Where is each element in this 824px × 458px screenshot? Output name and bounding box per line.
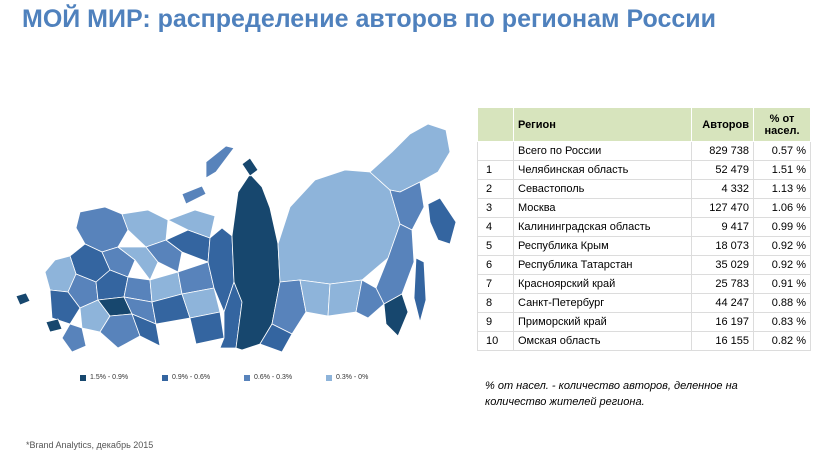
legend-label: 1.5% - 0.9% xyxy=(90,374,129,381)
map-region xyxy=(369,123,451,193)
header-authors: Авторов xyxy=(691,107,754,142)
map-region xyxy=(117,246,159,281)
legend-item: 1.5% - 0.9% xyxy=(80,374,128,381)
cell-rank: 5 xyxy=(477,236,514,256)
cell-rank: 4 xyxy=(477,217,514,237)
legend-item: 0.3% - 0% xyxy=(326,374,368,381)
cell-rank: 1 xyxy=(477,160,514,180)
legend-swatch xyxy=(162,374,168,381)
russia-region-map xyxy=(15,123,457,353)
legend-swatch xyxy=(326,374,332,381)
cell-region: Республика Татарстан xyxy=(513,255,692,275)
cell-authors: 52 479 xyxy=(691,160,754,180)
cell-pct: 0.88 % xyxy=(753,293,811,313)
legend-swatch xyxy=(244,374,250,381)
cell-pct: 0.92 % xyxy=(753,236,811,256)
cell-rank: 9 xyxy=(477,312,514,332)
cell-authors: 25 783 xyxy=(691,274,754,294)
cell-region: Республика Крым xyxy=(513,236,692,256)
cell-region: Калининградская область xyxy=(513,217,692,237)
table-row: 6 Республика Татарстан 35 029 0.92 % xyxy=(477,255,811,275)
cell-region: Москва xyxy=(513,198,692,218)
table-row: 9 Приморский край 16 197 0.83 % xyxy=(477,312,811,332)
map-region xyxy=(45,318,63,333)
cell-authors: 4 332 xyxy=(691,179,754,199)
map-region xyxy=(413,257,427,323)
map-region xyxy=(277,169,401,285)
header-pct: % от насел. xyxy=(753,107,811,142)
cell-authors: 44 247 xyxy=(691,293,754,313)
cell-rank: 7 xyxy=(477,274,514,294)
cell-rank: 3 xyxy=(477,198,514,218)
cell-region: Красноярский край xyxy=(513,274,692,294)
footnote-definition: % от насел. - количество авторов, деленн… xyxy=(485,380,738,408)
map-region xyxy=(189,311,225,345)
cell-rank: 8 xyxy=(477,293,514,313)
legend-item: 0.6% - 0.3% xyxy=(244,374,292,381)
map-region xyxy=(241,157,259,177)
cell-rank: 10 xyxy=(477,331,514,351)
table-row-total: Всего по России 829 738 0.57 % xyxy=(477,141,811,161)
table-row: 1 Челябинская область 52 479 1.51 % xyxy=(477,160,811,180)
header-rank xyxy=(477,107,514,142)
map-region xyxy=(181,185,207,205)
cell-pct: 1.06 % xyxy=(753,198,811,218)
source-note: *Brand Analytics, декабрь 2015 xyxy=(26,440,154,450)
cell-region: Омская область xyxy=(513,331,692,351)
table-row: 8 Санкт-Петербург 44 247 0.88 % xyxy=(477,293,811,313)
map-region xyxy=(61,323,87,353)
cell-authors: 16 197 xyxy=(691,312,754,332)
legend-label: 0.9% - 0.6% xyxy=(172,374,211,381)
cell-pct: 1.13 % xyxy=(753,179,811,199)
cell-pct: 0.83 % xyxy=(753,312,811,332)
page-title: МОЙ МИР: распределение авторов по регион… xyxy=(22,5,717,33)
cell-region: Севастополь xyxy=(513,179,692,199)
legend-item: 0.9% - 0.6% xyxy=(162,374,210,381)
table-row: 4 Калининградская область 9 417 0.99 % xyxy=(477,217,811,237)
map-region xyxy=(259,323,293,353)
cell-pct: 0.82 % xyxy=(753,331,811,351)
header-region: Регион xyxy=(513,107,692,142)
cell-pct: 0.57 % xyxy=(753,141,811,161)
map-region xyxy=(101,246,136,278)
map-region xyxy=(131,313,161,347)
map-region xyxy=(145,239,183,273)
cell-rank xyxy=(477,141,514,161)
table-row: 2 Севастополь 4 332 1.13 % xyxy=(477,179,811,199)
map-region xyxy=(383,293,409,337)
map-region xyxy=(15,292,31,306)
cell-authors: 16 155 xyxy=(691,331,754,351)
map-region xyxy=(167,209,216,239)
cell-authors: 35 029 xyxy=(691,255,754,275)
legend-label: 0.6% - 0.3% xyxy=(254,374,293,381)
map-region xyxy=(49,289,81,325)
cell-region: Приморский край xyxy=(513,312,692,332)
cell-pct: 0.91 % xyxy=(753,274,811,294)
cell-authors: 829 738 xyxy=(691,141,754,161)
cell-authors: 127 470 xyxy=(691,198,754,218)
cell-pct: 1.51 % xyxy=(753,160,811,180)
legend-swatch xyxy=(80,374,86,381)
map-region xyxy=(355,279,385,319)
map-legend: 1.5% - 0.9% 0.9% - 0.6% 0.6% - 0.3% 0.3%… xyxy=(80,374,410,388)
cell-region: Всего по России xyxy=(513,141,692,161)
cell-pct: 0.99 % xyxy=(753,217,811,237)
table-row: 3 Москва 127 470 1.06 % xyxy=(477,198,811,218)
cell-rank: 6 xyxy=(477,255,514,275)
cell-region: Челябинская область xyxy=(513,160,692,180)
cell-pct: 0.92 % xyxy=(753,255,811,275)
cell-region: Санкт-Петербург xyxy=(513,293,692,313)
map-region xyxy=(205,145,235,179)
table-row: 10 Омская область 16 155 0.82 % xyxy=(477,331,811,351)
legend-label: 0.3% - 0% xyxy=(336,374,369,381)
table-row: 5 Республика Крым 18 073 0.92 % xyxy=(477,236,811,256)
cell-authors: 18 073 xyxy=(691,236,754,256)
table-header-row: Регион Авторов % от насел. xyxy=(477,107,811,142)
cell-rank: 2 xyxy=(477,179,514,199)
regions-table: Регион Авторов % от насел. Всего по Росс… xyxy=(477,107,811,351)
table-row: 7 Красноярский край 25 783 0.91 % xyxy=(477,274,811,294)
map-region xyxy=(427,197,457,245)
cell-authors: 9 417 xyxy=(691,217,754,237)
